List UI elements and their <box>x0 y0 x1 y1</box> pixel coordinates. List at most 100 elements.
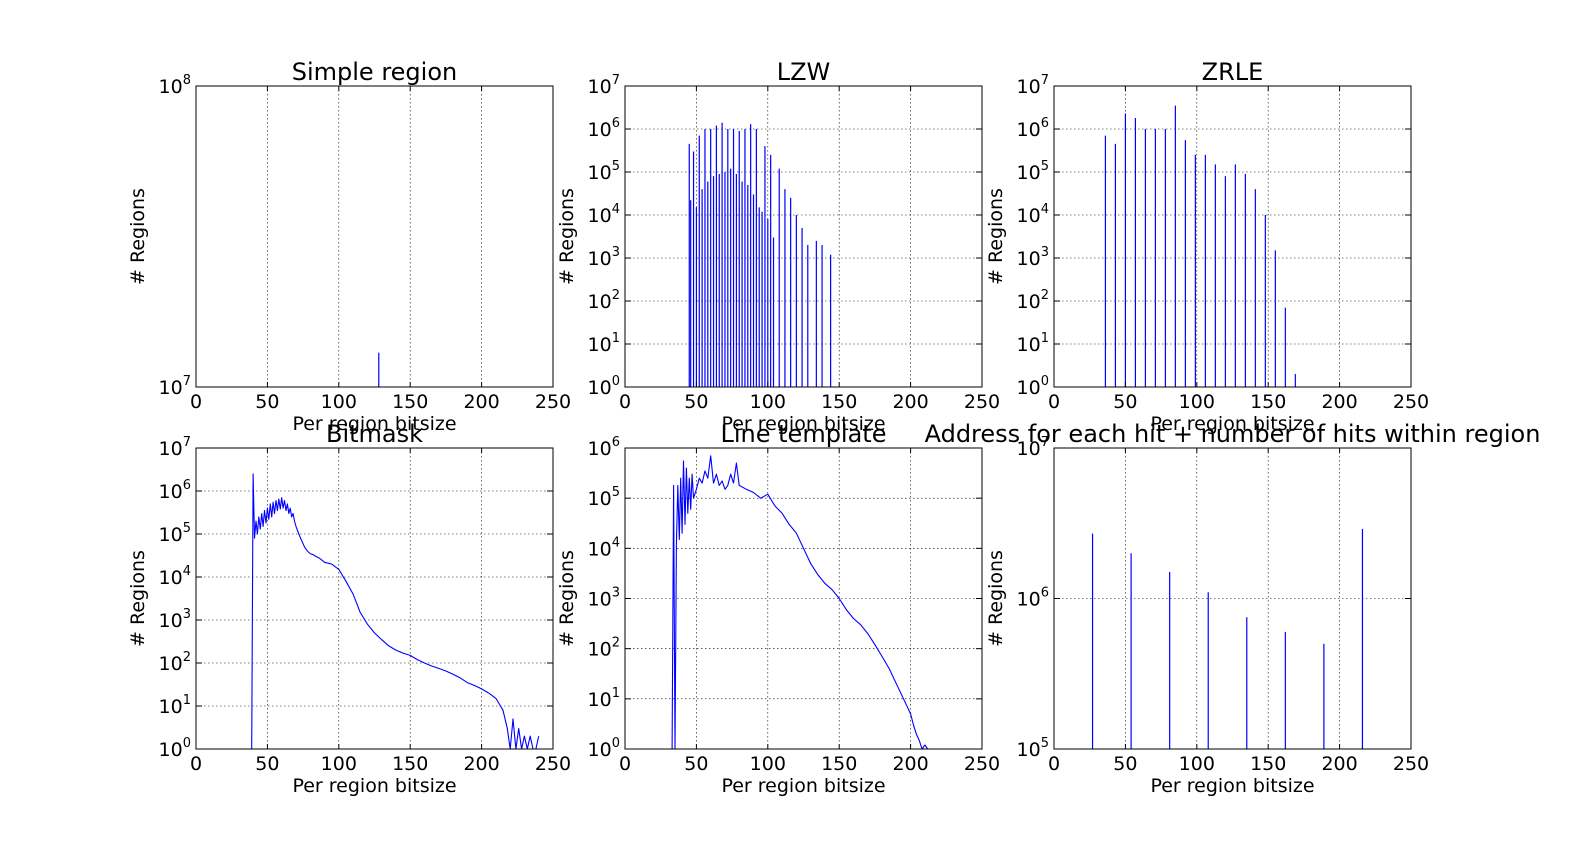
x-axis-label: Per region bitsize <box>1150 413 1314 435</box>
y-tick-label: 100 <box>588 374 620 399</box>
x-tick-label: 150 <box>392 753 428 775</box>
axes-frame <box>624 85 983 388</box>
y-tick-label: 103 <box>1017 245 1049 270</box>
x-axis-label: Per region bitsize <box>721 775 885 797</box>
x-tick-label: 250 <box>1393 391 1429 413</box>
y-tick-label: 102 <box>159 650 191 675</box>
y-tick-label: 105 <box>1017 159 1049 184</box>
y-axis-label: # Regions <box>127 188 149 285</box>
x-axis-label: Per region bitsize <box>1150 775 1314 797</box>
y-tick-label: 101 <box>588 686 620 711</box>
x-tick-label: 100 <box>1179 753 1215 775</box>
axes-frame <box>195 447 554 750</box>
y-tick-label: 105 <box>159 521 191 546</box>
x-tick-label: 100 <box>750 391 786 413</box>
x-tick-label: 150 <box>1250 391 1286 413</box>
axes-frame <box>1053 447 1412 750</box>
y-tick-label: 105 <box>588 159 620 184</box>
y-tick-label: 105 <box>1017 736 1049 761</box>
y-axis-label: # Regions <box>556 188 578 285</box>
x-tick-label: 50 <box>255 391 279 413</box>
x-tick-label: 200 <box>463 753 499 775</box>
x-tick-label: 100 <box>750 753 786 775</box>
chart-title: Bitmask <box>326 420 423 448</box>
chart-panel: 0 50 100 150 200 250 100 101 102 103 104 105 106 107 L… <box>556 58 1000 435</box>
y-tick-label: 100 <box>159 736 191 761</box>
axes-frame <box>1053 85 1412 388</box>
y-tick-label: 107 <box>159 374 191 399</box>
y-axis-label: # Regions <box>985 188 1007 285</box>
x-tick-label: 250 <box>1393 753 1429 775</box>
axes-frame <box>195 85 554 388</box>
y-tick-label: 106 <box>1017 116 1049 141</box>
y-tick-label: 104 <box>588 535 620 560</box>
chart-panel: 0 50 100 150 200 250 100 101 102 103 104 105 106 Line… <box>556 420 1000 797</box>
chart-title: ZRLE <box>1202 58 1264 86</box>
x-tick-label: 250 <box>964 391 1000 413</box>
x-tick-label: 150 <box>821 391 857 413</box>
y-tick-label: 107 <box>159 435 191 460</box>
y-tick-label: 102 <box>588 288 620 313</box>
y-tick-label: 104 <box>1017 202 1049 227</box>
y-tick-label: 104 <box>588 202 620 227</box>
y-tick-label: 104 <box>159 564 191 589</box>
y-tick-label: 101 <box>588 331 620 356</box>
y-tick-label: 103 <box>588 586 620 611</box>
x-tick-label: 200 <box>1321 753 1357 775</box>
y-tick-label: 102 <box>588 636 620 661</box>
y-axis-label: # Regions <box>556 550 578 647</box>
chart-panel: 0 50 100 150 200 250 100 101 102 103 104 105 106 107 B… <box>127 420 571 797</box>
x-tick-label: 150 <box>392 391 428 413</box>
y-tick-label: 103 <box>588 245 620 270</box>
chart-title: Line template <box>721 420 887 448</box>
data-series-line <box>671 455 929 750</box>
x-tick-label: 150 <box>1250 753 1286 775</box>
x-tick-label: 250 <box>535 391 571 413</box>
x-tick-label: 200 <box>1321 391 1357 413</box>
y-tick-label: 106 <box>588 435 620 460</box>
y-tick-label: 107 <box>588 73 620 98</box>
data-series-line <box>251 473 540 750</box>
y-tick-label: 106 <box>588 116 620 141</box>
x-tick-label: 50 <box>684 753 708 775</box>
y-tick-label: 105 <box>588 485 620 510</box>
x-tick-label: 200 <box>892 391 928 413</box>
x-tick-label: 150 <box>821 753 857 775</box>
x-tick-label: 100 <box>1179 391 1215 413</box>
y-tick-label: 108 <box>159 73 191 98</box>
x-tick-label: 0 <box>190 753 202 775</box>
y-tick-label: 107 <box>1017 435 1049 460</box>
chart-panel: 0 50 100 150 200 250 100 101 102 103 104 105 106 107 Z… <box>985 58 1429 435</box>
y-tick-label: 100 <box>1017 374 1049 399</box>
x-tick-label: 0 <box>619 753 631 775</box>
x-tick-label: 50 <box>255 753 279 775</box>
x-tick-label: 50 <box>684 391 708 413</box>
x-tick-label: 0 <box>1048 391 1060 413</box>
x-tick-label: 250 <box>964 753 1000 775</box>
x-tick-label: 200 <box>463 391 499 413</box>
x-tick-label: 100 <box>321 391 357 413</box>
x-tick-label: 0 <box>1048 753 1060 775</box>
y-tick-label: 107 <box>1017 73 1049 98</box>
x-axis-label: Per region bitsize <box>721 413 885 435</box>
x-tick-label: 200 <box>892 753 928 775</box>
y-tick-label: 101 <box>1017 331 1049 356</box>
chart-title: Simple region <box>292 58 457 86</box>
y-tick-label: 100 <box>588 736 620 761</box>
y-tick-label: 101 <box>159 693 191 718</box>
y-axis-label: # Regions <box>127 550 149 647</box>
x-axis-label: Per region bitsize <box>292 413 456 435</box>
y-tick-label: 106 <box>1017 586 1049 611</box>
x-tick-label: 250 <box>535 753 571 775</box>
x-axis-label: Per region bitsize <box>292 775 456 797</box>
chart-title: LZW <box>777 58 831 86</box>
y-tick-label: 102 <box>1017 288 1049 313</box>
y-axis-label: # Regions <box>985 550 1007 647</box>
x-tick-label: 0 <box>190 391 202 413</box>
chart-title: Address for each hit + number of hits wi… <box>925 420 1541 448</box>
y-tick-label: 103 <box>159 607 191 632</box>
y-tick-label: 106 <box>159 478 191 503</box>
chart-panel: 0 50 100 150 200 250 107 108 Simple region Per re… <box>127 58 571 435</box>
